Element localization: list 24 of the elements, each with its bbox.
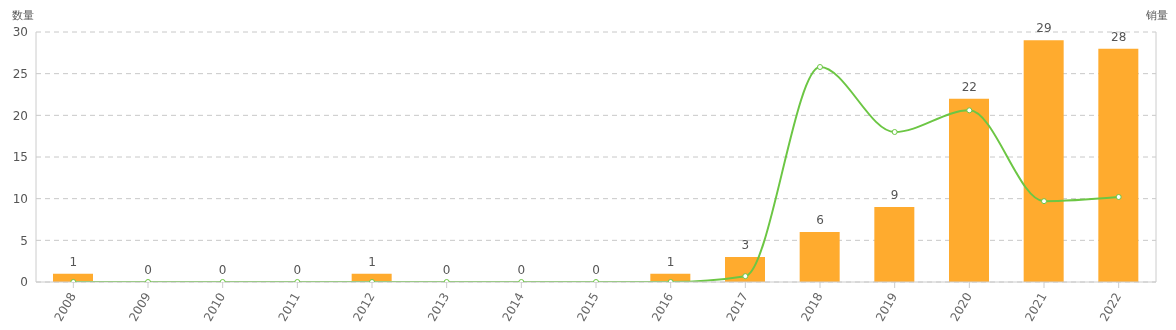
data-label: 1 [69, 254, 78, 269]
data-label: 0 [293, 263, 302, 277]
y-tick-label: 30 [12, 25, 28, 40]
data-label: 0 [517, 263, 526, 277]
y-tick-label: 15 [12, 150, 28, 165]
y-tick-label: 20 [12, 108, 28, 123]
y-tick-label: 10 [12, 191, 28, 206]
y-tick-label: 5 [20, 233, 28, 248]
y2-axis-title: 销量 [1146, 8, 1168, 23]
y-tick-label: 25 [12, 66, 28, 81]
data-label: 22 [961, 79, 977, 94]
data-label: 29 [1036, 21, 1052, 36]
y-axis-title: 数量 [12, 8, 34, 23]
y-tick-label: 0 [20, 275, 28, 290]
data-label: 3 [741, 238, 750, 252]
data-label: 6 [816, 213, 824, 227]
data-label: 0 [442, 263, 451, 277]
data-label: 1 [368, 254, 376, 269]
data-label: 1 [666, 254, 675, 269]
data-label: 0 [592, 263, 600, 277]
data-label: 0 [218, 263, 227, 277]
data-label: 9 [890, 188, 899, 202]
data-label: 0 [144, 263, 152, 277]
data-label: 28 [1111, 29, 1127, 44]
